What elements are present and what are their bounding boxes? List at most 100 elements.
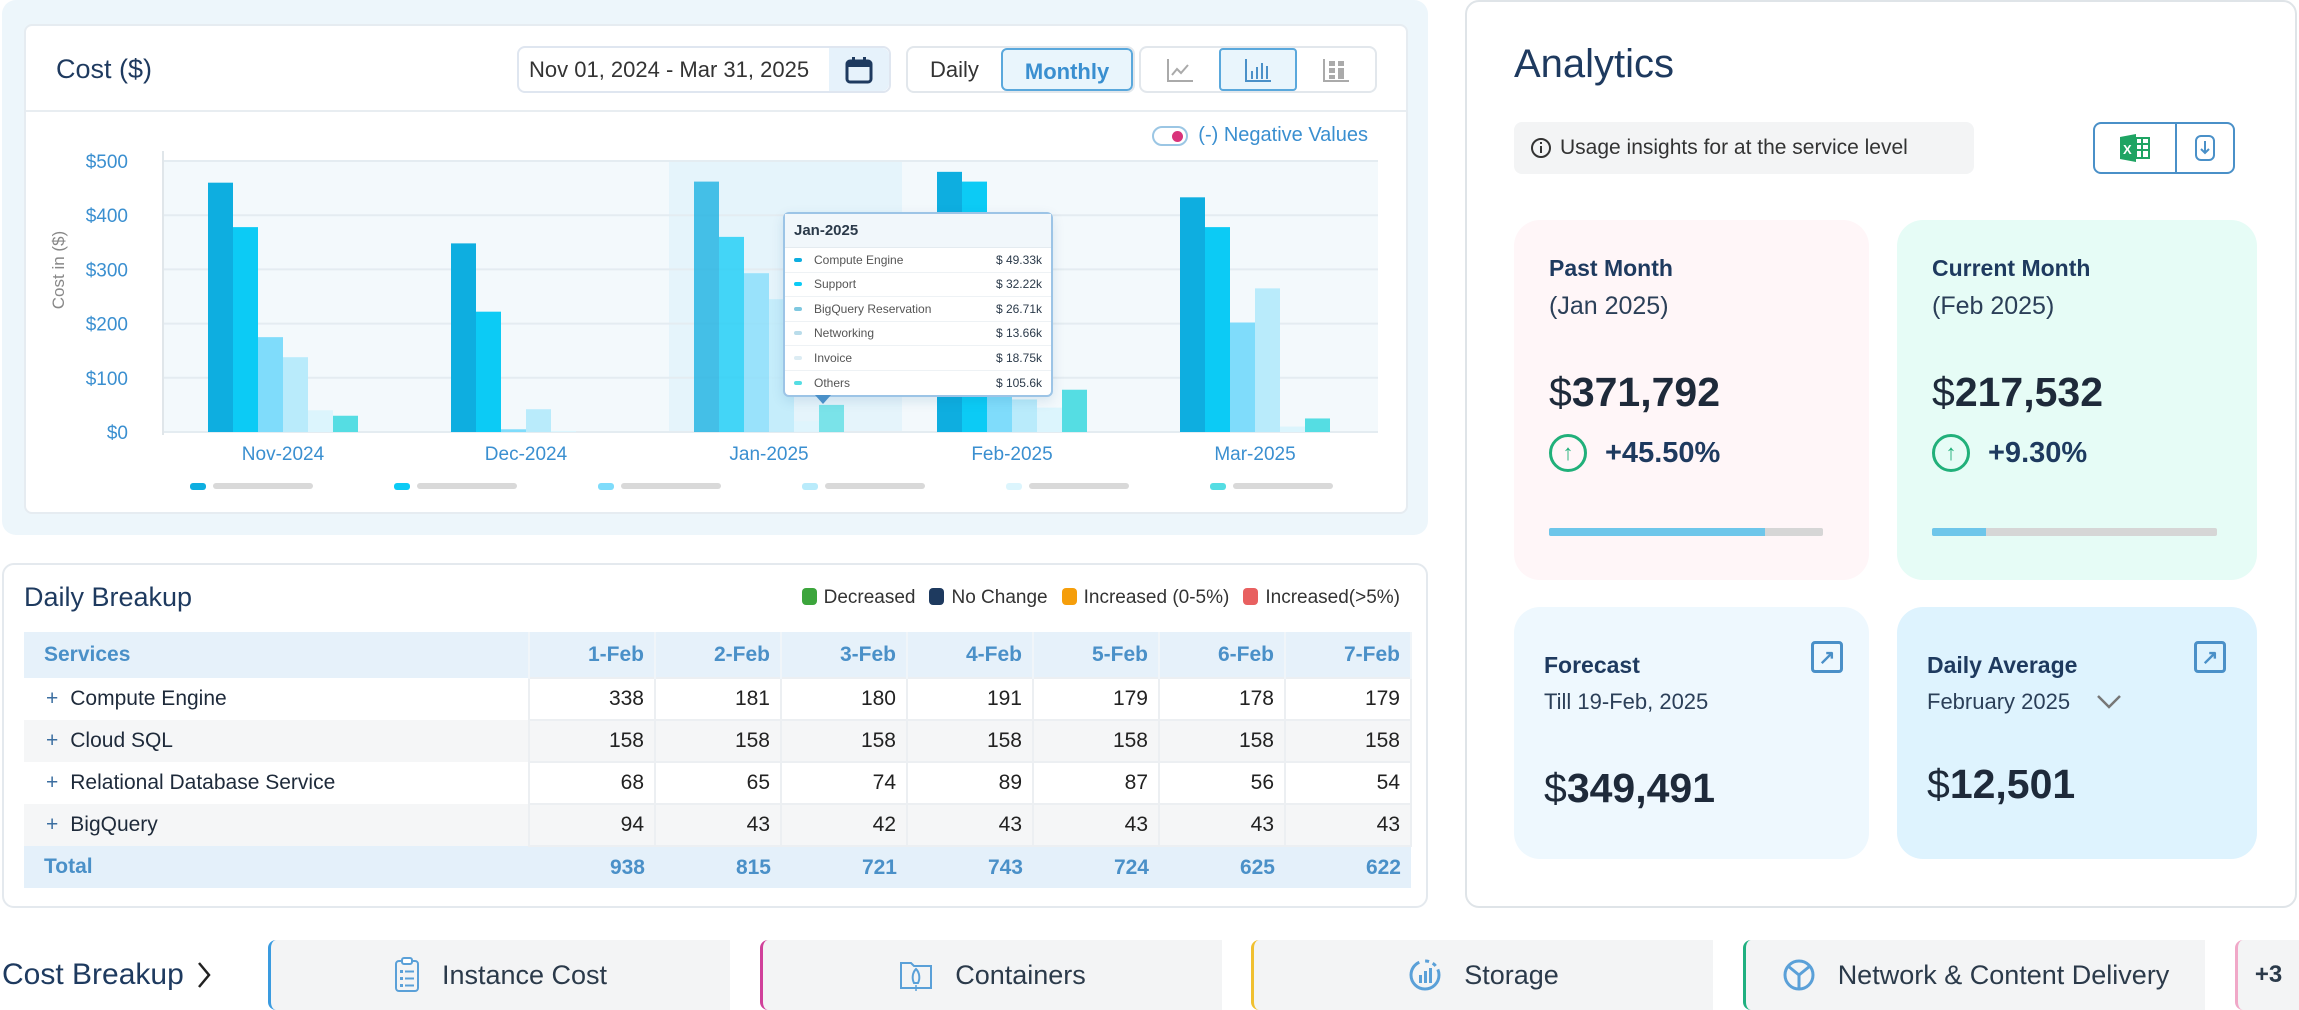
value-cell: 181 <box>654 677 782 721</box>
excel-export-button[interactable]: X <box>2095 124 2177 172</box>
legend-label-placeholder <box>417 483 517 489</box>
daily-average-amount: $12,501 <box>1927 761 2076 807</box>
expand-icon[interactable]: + <box>46 813 59 836</box>
tooltip-series-value: $ 18.75k <box>995 350 1042 365</box>
y-tick-label: $0 <box>107 423 128 444</box>
tab-network-content-delivery[interactable]: Network & Content Delivery <box>1743 940 2205 1010</box>
value-cell: 54 <box>1284 761 1412 805</box>
column-header[interactable]: 4-Feb <box>907 632 1034 678</box>
analytics-title: Analytics <box>1514 42 1675 86</box>
service-name: BigQuery <box>70 813 158 836</box>
value-cell: 158 <box>1158 719 1286 763</box>
service-cell[interactable]: + BigQuery <box>24 804 529 846</box>
expand-icon[interactable]: + <box>46 687 59 710</box>
legend-label: Increased(>5%) <box>1265 587 1400 608</box>
date-range-picker[interactable]: Nov 01, 2024 - Mar 31, 2025 <box>517 46 891 93</box>
total-label: Total <box>24 846 529 888</box>
value-cell: 68 <box>528 761 656 805</box>
tooltip-row: Invoice $ 18.75k <box>785 346 1051 371</box>
value-cell: 158 <box>906 719 1034 763</box>
value-cell: 65 <box>654 761 782 805</box>
toggle-switch[interactable] <box>1152 125 1189 146</box>
past-month-progress <box>1549 528 1823 536</box>
bar-others <box>333 415 358 432</box>
past-month-amount: $371,792 <box>1549 369 1721 415</box>
bar-others <box>1305 418 1330 432</box>
legend-swatch <box>801 588 817 605</box>
bar-others <box>1062 389 1087 432</box>
negative-values-toggle[interactable]: (-) Negative Values <box>1152 124 1368 147</box>
tab-instance-cost[interactable]: Instance Cost <box>268 940 730 1010</box>
x-tick-label: Nov-2024 <box>242 444 325 465</box>
external-link-icon[interactable]: ↗ <box>1811 641 1843 673</box>
current-month-sub: (Feb 2025) <box>1932 292 2055 320</box>
date-range-value[interactable]: Nov 01, 2024 - Mar 31, 2025 <box>529 56 810 82</box>
tooltip-series-name: Compute Engine <box>814 252 904 267</box>
cost-bar-chart: $0 $100 $200 $300 $400 $500 Cost in ($) Nov-202… <box>49 151 1378 490</box>
line-chart-icon[interactable] <box>1141 48 1219 91</box>
calendar-icon[interactable] <box>829 48 889 91</box>
clipboard-list-icon <box>394 957 419 992</box>
column-header[interactable]: 5-Feb <box>1033 632 1160 678</box>
tooltip-row: Networking $ 13.66k <box>785 322 1051 346</box>
legend-label: Increased (0-5%) <box>1083 587 1230 608</box>
insight-text: Usage insights for at the service level <box>1560 136 1908 159</box>
service-name: Relational Database Service <box>70 771 336 794</box>
daily-breakup-title: Daily Breakup <box>24 582 193 612</box>
column-header[interactable]: 7-Feb <box>1285 632 1412 678</box>
y-tick-label: $500 <box>86 152 128 173</box>
expand-icon[interactable]: + <box>46 771 59 794</box>
tooltip-swatch <box>794 257 802 262</box>
external-link-icon[interactable]: ↗ <box>2194 641 2226 673</box>
period-daily-button[interactable]: Daily <box>930 57 979 82</box>
x-tick-label: Dec-2024 <box>485 444 568 465</box>
bar-support <box>1205 227 1230 432</box>
cost-breakup-bar: Cost Breakup Instance Cost Containers St… <box>0 940 2299 1010</box>
service-cell[interactable]: + Compute Engine <box>24 678 529 720</box>
tab-label: Containers <box>955 959 1086 990</box>
download-button[interactable] <box>2177 124 2233 172</box>
bar-bigquery-reservation <box>258 337 283 432</box>
bar-networking <box>526 409 551 432</box>
legend-swatch <box>929 588 945 605</box>
table-row: + Relational Database Service 68 65 74 89 87 56… <box>24 761 1412 805</box>
bar-bigquery-reservation <box>501 429 526 432</box>
expand-icon[interactable]: + <box>46 729 59 752</box>
service-cell[interactable]: + Cloud SQL <box>24 720 529 762</box>
tooltip-series-value: $ 49.33k <box>995 252 1042 267</box>
tab-containers[interactable]: Containers <box>760 940 1222 1010</box>
bar-chart-icon[interactable] <box>1219 48 1297 91</box>
bar-bigquery-reservation <box>1230 322 1255 432</box>
export-group: X <box>2093 122 2235 174</box>
legend-label-placeholder <box>621 483 721 489</box>
column-header[interactable]: 2-Feb <box>655 632 782 678</box>
stacked-bar-icon[interactable] <box>1297 48 1375 91</box>
legend-swatch <box>1006 483 1022 490</box>
column-header[interactable]: 3-Feb <box>781 632 908 678</box>
tooltip-series-name: Support <box>814 277 857 292</box>
period-monthly-button[interactable]: Monthly <box>1000 48 1134 91</box>
chevron-down-icon[interactable] <box>2096 694 2122 710</box>
legend-swatch <box>190 483 206 490</box>
service-cell[interactable]: + Relational Database Service <box>24 762 529 804</box>
tooltip-series-name: Invoice <box>814 350 853 365</box>
tab-label: Network & Content Delivery <box>1837 959 2170 990</box>
total-cell: 724 <box>1033 846 1159 888</box>
bar-networking <box>283 357 308 432</box>
column-header[interactable]: 1-Feb <box>529 632 656 678</box>
svg-text:X: X <box>2123 142 2132 157</box>
x-tick-label: Mar-2025 <box>1214 444 1295 465</box>
daily-average-month-select[interactable]: February 2025 <box>1927 689 2257 715</box>
value-cell: 43 <box>1284 803 1412 847</box>
more-tabs-button[interactable]: +3 <box>2235 940 2299 1010</box>
column-header[interactable]: 6-Feb <box>1159 632 1286 678</box>
network-icon <box>1783 959 1815 991</box>
service-name: Cloud SQL <box>70 729 173 752</box>
chevron-right-icon <box>197 962 211 988</box>
storage-gauge-icon <box>1409 959 1441 991</box>
cost-breakup-link[interactable]: Cost Breakup <box>2 958 212 992</box>
container-rocket-icon <box>900 962 933 991</box>
tab-storage[interactable]: Storage <box>1251 940 1713 1010</box>
current-month-progress <box>1932 528 2217 536</box>
column-header: Services <box>24 632 530 678</box>
